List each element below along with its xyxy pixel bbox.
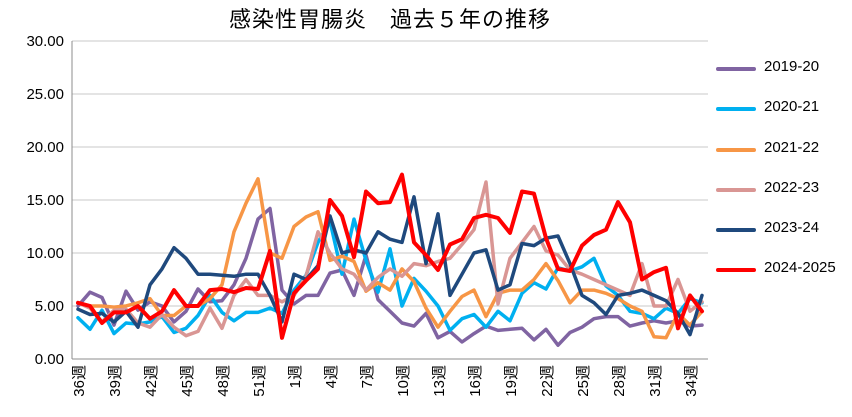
legend: 2019-20 2020-21 2021-22 2022-23 2023-24 2024-… <box>712 58 852 300</box>
axes <box>71 41 708 360</box>
legend-label: 2023-24 <box>764 219 820 237</box>
legend-label: 2024-2025 <box>764 259 836 277</box>
x-tick-label: 19週 <box>503 365 520 397</box>
x-axis-ticks: 36週 39週 42週 45週 48週 51週 1週 4週 7週 10週 13週 16週 19週 22週 2… <box>71 365 700 397</box>
legend-label: 2020-21 <box>764 98 820 116</box>
x-tick-label: 7週 <box>359 365 376 388</box>
x-tick-label: 10週 <box>395 365 412 397</box>
legend-swatch <box>716 268 756 273</box>
x-tick-label: 16週 <box>467 365 484 397</box>
x-tick-label: 13週 <box>431 365 448 397</box>
x-tick-label: 45週 <box>179 365 196 397</box>
x-tick-label: 1週 <box>287 365 304 388</box>
series-line-2019-20 <box>76 206 704 347</box>
series-line-2022-23 <box>76 180 704 338</box>
y-tick-label: 5.00 <box>35 298 64 315</box>
x-tick-label: 28週 <box>611 365 628 397</box>
y-tick-label: 15.00 <box>26 192 64 209</box>
legend-swatch <box>716 147 756 152</box>
legend-item: 2020-21 <box>712 98 852 138</box>
series-line-2023-24 <box>76 195 704 337</box>
legend-item: 2019-20 <box>712 58 852 98</box>
x-tick-label: 39週 <box>107 365 124 397</box>
chart-title: 感染性胃腸炎 過去５年の推移 <box>228 8 551 33</box>
legend-label: 2022-23 <box>764 178 820 196</box>
legend-label: 2019-20 <box>764 58 820 75</box>
series-line-2024-2025 <box>76 172 704 340</box>
y-tick-label: 0.00 <box>35 351 64 368</box>
y-axis-ticks: 0.00 5.00 10.00 15.00 20.00 25.00 30.00 <box>26 33 64 368</box>
y-tick-label: 30.00 <box>26 33 64 50</box>
legend-label: 2021-22 <box>764 138 820 156</box>
series-line-2021-22 <box>76 177 704 340</box>
x-tick-label: 36週 <box>71 365 88 397</box>
legend-item: 2021-22 <box>712 139 852 179</box>
y-tick-label: 20.00 <box>26 139 64 156</box>
legend-item: 2023-24 <box>712 219 852 259</box>
legend-swatch <box>716 187 756 192</box>
legend-swatch <box>716 107 756 112</box>
series-lines <box>76 172 704 347</box>
legend-swatch <box>716 67 756 71</box>
y-tick-label: 25.00 <box>26 86 64 103</box>
x-tick-label: 48週 <box>215 365 232 397</box>
x-tick-label: 22週 <box>539 365 556 397</box>
x-tick-label: 51週 <box>251 365 268 397</box>
legend-item: 2024-2025 <box>712 259 852 299</box>
legend-swatch <box>716 228 756 233</box>
x-tick-label: 42週 <box>143 365 160 397</box>
x-tick-label: 4週 <box>323 365 340 388</box>
legend-item: 2022-23 <box>712 179 852 219</box>
x-tick-label: 31週 <box>647 365 664 397</box>
series-line-2020-21 <box>76 217 704 336</box>
y-tick-label: 10.00 <box>26 245 64 262</box>
x-tick-label: 34週 <box>683 365 700 397</box>
x-tick-label: 25週 <box>575 365 592 397</box>
